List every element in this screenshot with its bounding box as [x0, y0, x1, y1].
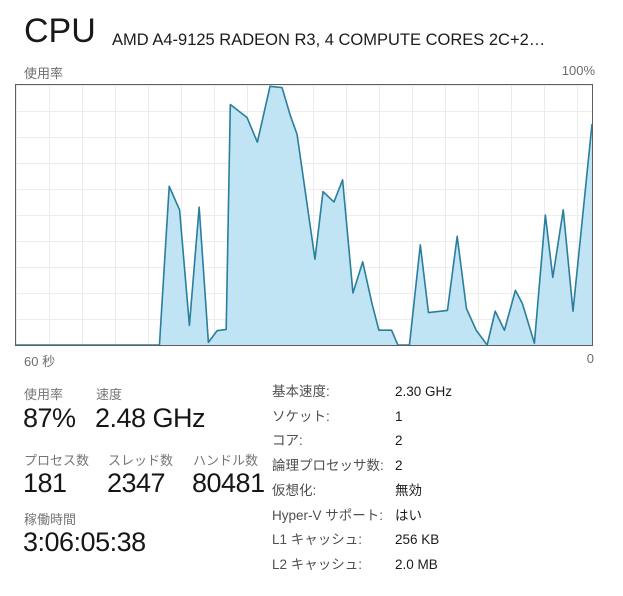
chart-xmin-label: 60 秒 — [24, 354, 56, 369]
detail-label: ソケット: — [272, 408, 330, 424]
detail-label: コア: — [272, 433, 303, 449]
handles-value: 80481 — [192, 468, 265, 498]
detail-value: 2.0 MB — [395, 556, 438, 572]
chart-xmax-label: 0 — [586, 351, 594, 366]
detail-row: L1 キャッシュ: 256 KB — [272, 528, 602, 553]
detail-value: 2 — [395, 433, 403, 449]
page-title: CPU — [24, 12, 96, 50]
cpu-model-name: AMD A4-9125 RADEON R3, 4 COMPUTE CORES 2… — [112, 31, 546, 49]
detail-label: 基本速度: — [272, 384, 330, 399]
detail-row: ソケット: 1 — [272, 405, 602, 430]
detail-row: 基本速度: 2.30 GHz — [272, 380, 602, 405]
detail-value: 2.30 GHz — [395, 384, 453, 399]
usage-label: 使用率 — [24, 387, 64, 402]
detail-row: L2 キャッシュ: 2.0 MB — [272, 553, 602, 578]
detail-label: Hyper-V サポート: — [272, 507, 384, 523]
detail-label: L1 キャッシュ: — [272, 532, 363, 548]
uptime-value: 3:06:05:38 — [23, 527, 146, 557]
threads-value: 2347 — [107, 468, 166, 498]
detail-row: Hyper-V サポート: はい — [272, 504, 602, 529]
processes-value: 181 — [23, 468, 67, 498]
cpu-usage-area-series — [16, 85, 592, 345]
detail-label: L2 キャッシュ: — [272, 556, 363, 572]
usage-value: 87% — [23, 403, 76, 433]
detail-value: 2 — [395, 458, 403, 474]
cpu-usage-chart[interactable] — [15, 84, 593, 346]
processes-label: プロセス数 — [24, 453, 90, 468]
threads-label: スレッド数 — [108, 453, 174, 468]
detail-value: 256 KB — [395, 532, 440, 548]
detail-row: 論理プロセッサ数: 2 — [272, 454, 602, 479]
detail-label: 仮想化: — [272, 482, 317, 498]
detail-row: コア: 2 — [272, 429, 602, 454]
uptime-label: 稼働時間 — [24, 512, 77, 527]
speed-value: 2.48 GHz — [95, 403, 206, 433]
handles-label: ハンドル数 — [193, 453, 259, 468]
cpu-details-list: 基本速度: 2.30 GHz ソケット: 1 コア: 2 論理プロセッサ数: 2 仮想化: 無効 H… — [272, 380, 602, 578]
chart-ylabel-usage: 使用率 — [24, 66, 64, 81]
detail-row: 仮想化: 無効 — [272, 479, 602, 504]
detail-label: 論理プロセッサ数: — [272, 458, 384, 474]
chart-ymax-label: 100% — [561, 63, 595, 78]
detail-value: 1 — [395, 408, 403, 424]
detail-value: はい — [395, 507, 422, 523]
detail-value: 無効 — [395, 482, 422, 498]
speed-label: 速度 — [96, 387, 123, 402]
